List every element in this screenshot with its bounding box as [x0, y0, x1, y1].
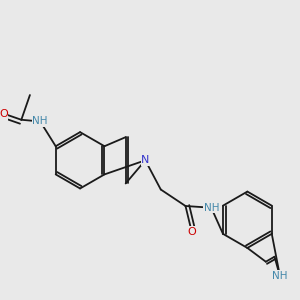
Text: O: O — [187, 227, 196, 237]
Text: NH: NH — [272, 271, 288, 281]
Text: NH: NH — [32, 116, 48, 127]
Text: N: N — [141, 155, 149, 165]
Text: O: O — [0, 109, 8, 118]
Text: NH: NH — [203, 203, 219, 213]
